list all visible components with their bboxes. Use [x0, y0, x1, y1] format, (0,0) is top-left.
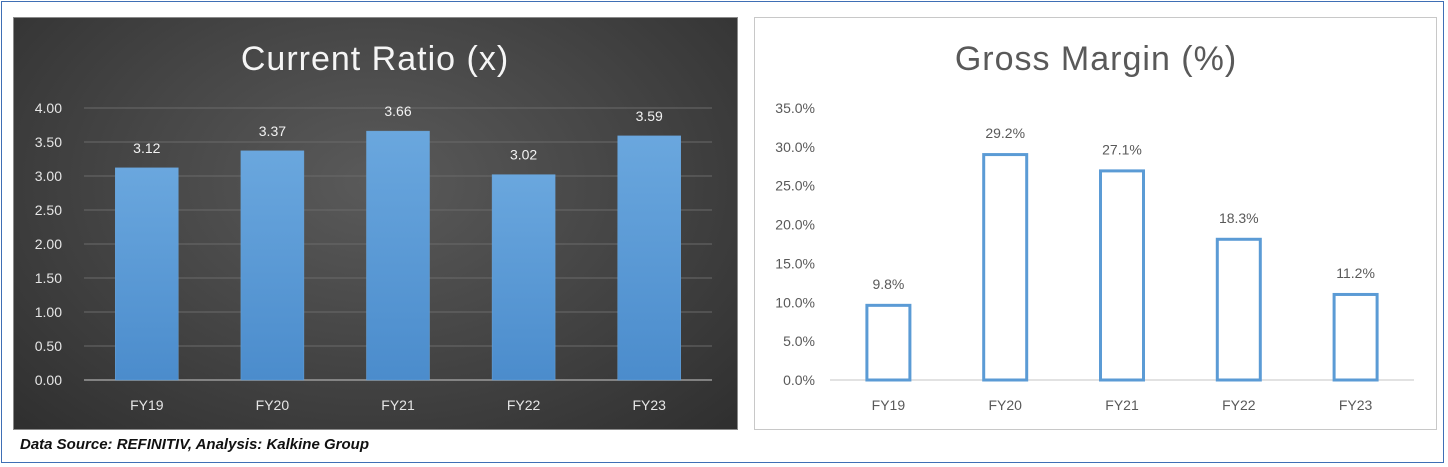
x-tick-label: FY22 — [1222, 397, 1256, 413]
y-tick-label: 3.00 — [35, 168, 62, 184]
y-tick-label: 4.00 — [35, 100, 62, 116]
current-ratio-svg: Current Ratio (x) 0.00 0.50 1.00 1.50 2.00 2.5… — [35, 40, 712, 413]
data-label: 29.2% — [985, 125, 1025, 141]
y-tick-label: 1.50 — [35, 270, 62, 286]
data-label: 3.66 — [384, 103, 411, 119]
data-label: 9.8% — [872, 276, 904, 292]
y-tick-label: 3.50 — [35, 134, 62, 150]
data-label: 3.59 — [636, 108, 663, 124]
x-tick-label: FY21 — [1105, 397, 1139, 413]
y-tick-label: 0.0% — [783, 372, 815, 388]
x-tick-label: FY19 — [872, 397, 906, 413]
y-tick-label: 25.0% — [775, 178, 815, 194]
data-label: 18.3% — [1219, 210, 1259, 226]
y-tick-label: 1.00 — [35, 304, 62, 320]
data-label: 3.12 — [133, 140, 160, 156]
data-label: 11.2% — [1336, 265, 1375, 281]
bar — [366, 130, 430, 381]
current-ratio-chart: Current Ratio (x) 0.00 0.50 1.00 1.50 2.00 2.5… — [13, 17, 738, 430]
bar — [240, 150, 305, 381]
bar — [1332, 292, 1379, 382]
chart-title: Gross Margin (%) — [955, 40, 1237, 78]
bar — [982, 153, 1029, 382]
y-tick-label: 10.0% — [775, 294, 815, 310]
y-tick-label: 15.0% — [775, 255, 815, 271]
data-label: 3.02 — [510, 147, 537, 163]
x-tick-label: FY19 — [130, 397, 164, 413]
x-tick-label: FY23 — [632, 397, 666, 413]
bar — [617, 135, 681, 381]
bar — [115, 167, 179, 381]
x-tick-label: FY20 — [256, 397, 290, 413]
y-tick-label: 35.0% — [775, 100, 815, 116]
bar — [865, 303, 912, 382]
y-tick-label: 30.0% — [775, 139, 815, 155]
x-tick-label: FY23 — [1339, 397, 1373, 413]
y-tick-label: 2.00 — [35, 236, 62, 252]
bar — [1099, 169, 1145, 382]
data-source-note: Data Source: REFINITIV, Analysis: Kalkin… — [20, 436, 369, 453]
x-tick-label: FY20 — [988, 397, 1022, 413]
y-tick-label: 0.50 — [35, 338, 62, 354]
y-tick-label: 20.0% — [775, 217, 815, 233]
y-tick-label: 0.00 — [35, 372, 62, 388]
data-label: 3.37 — [259, 123, 286, 139]
gross-margin-svg: Gross Margin (%) 0.0% 5.0% 10.0% 15.0% 20.0% 2… — [775, 40, 1414, 413]
chart-title: Current Ratio (x) — [241, 40, 509, 78]
x-tick-label: FY21 — [381, 397, 415, 413]
y-tick-label: 5.0% — [783, 333, 815, 349]
x-tick-label: FY22 — [507, 397, 541, 413]
bar — [491, 174, 556, 381]
y-tick-label: 2.50 — [35, 202, 62, 218]
data-label: 27.1% — [1102, 141, 1142, 157]
gross-margin-chart: Gross Margin (%) 0.0% 5.0% 10.0% 15.0% 20.0% 2… — [754, 17, 1437, 430]
bar — [1215, 237, 1262, 382]
